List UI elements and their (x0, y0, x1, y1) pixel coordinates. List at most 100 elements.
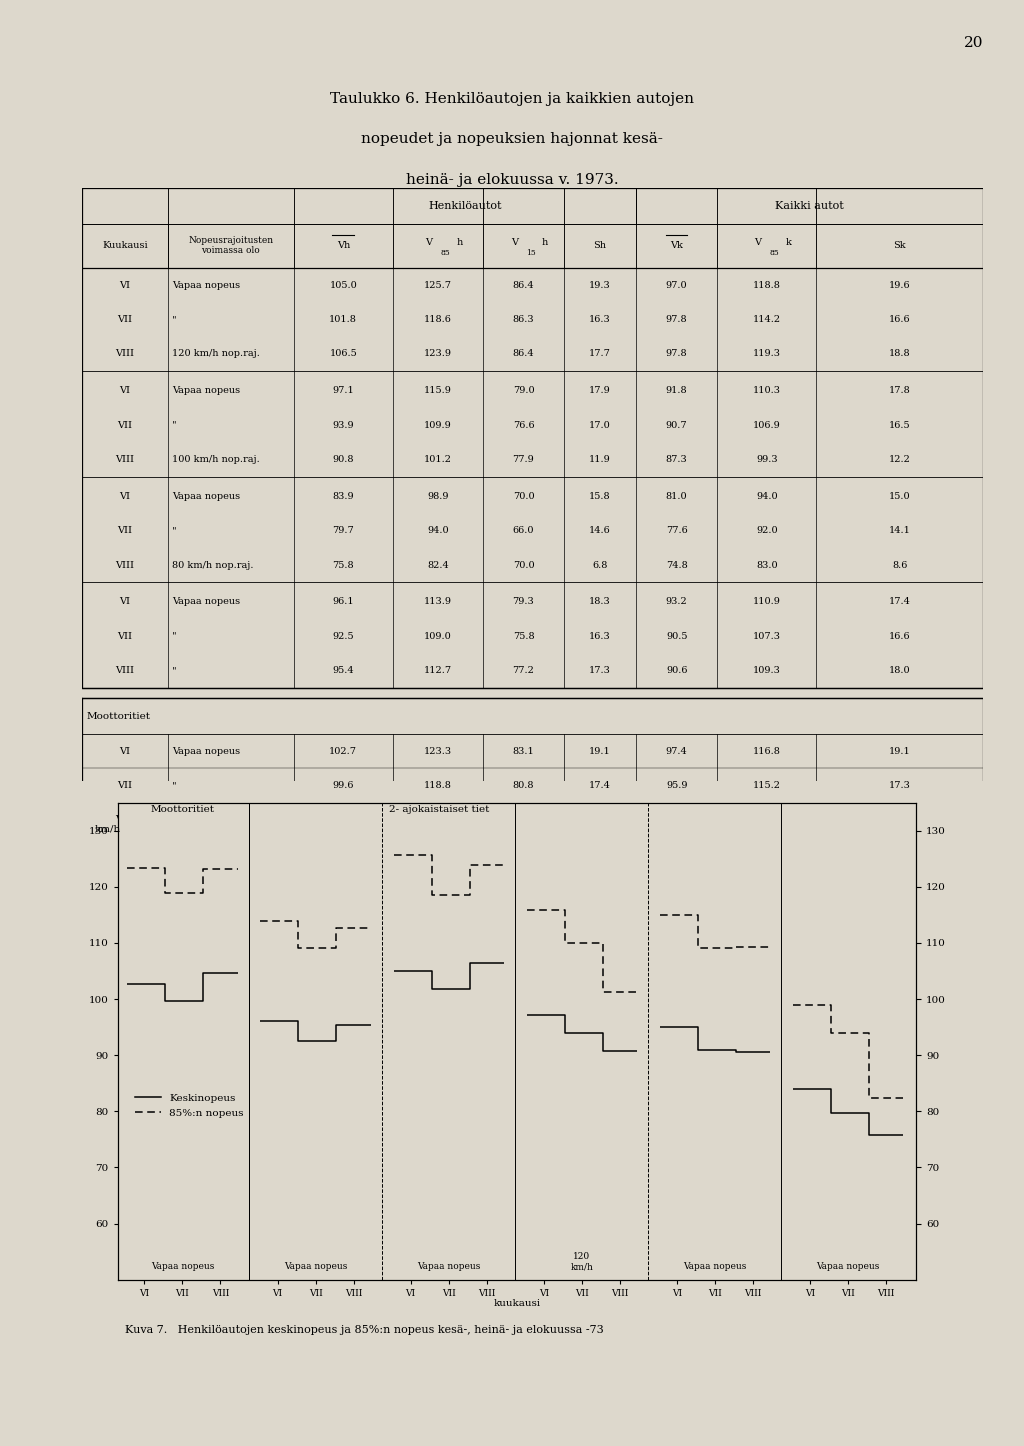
Text: 16.3: 16.3 (589, 315, 611, 324)
Text: VI: VI (119, 281, 130, 289)
Text: V: V (425, 239, 432, 247)
Text: VIII: VIII (116, 816, 134, 824)
Text: ": " (172, 526, 177, 535)
Text: 17.0: 17.0 (589, 421, 611, 429)
Text: 106.5: 106.5 (330, 350, 357, 359)
Text: Nopeusrajoitusten
voimassa olo: Nopeusrajoitusten voimassa olo (188, 236, 273, 256)
Text: 106.9: 106.9 (753, 421, 780, 429)
Text: VII: VII (117, 526, 132, 535)
Text: 19.6: 19.6 (889, 281, 910, 289)
Text: 16.5: 16.5 (889, 421, 910, 429)
Text: Vapaa nopeus: Vapaa nopeus (683, 1262, 746, 1271)
Text: 80 km/h nop.raj.: 80 km/h nop.raj. (172, 561, 254, 570)
Text: 77.2: 77.2 (513, 667, 535, 675)
Text: 82.4: 82.4 (427, 561, 449, 570)
Text: 95.9: 95.9 (666, 781, 687, 790)
Text: 76.6: 76.6 (513, 421, 535, 429)
Text: 16.3: 16.3 (589, 632, 611, 641)
Text: 94.0: 94.0 (427, 526, 449, 535)
Text: 75.8: 75.8 (333, 561, 354, 570)
Text: ": " (172, 667, 177, 675)
Text: 18.0: 18.0 (889, 667, 910, 675)
Text: 81.0: 81.0 (666, 492, 687, 500)
Text: 99.6: 99.6 (333, 781, 354, 790)
Text: VI: VI (119, 386, 130, 395)
Text: 90.8: 90.8 (333, 455, 354, 464)
Text: 90.7: 90.7 (666, 421, 687, 429)
Text: 101.8: 101.8 (330, 315, 357, 324)
Text: 17.3: 17.3 (589, 667, 611, 675)
Text: 109.0: 109.0 (424, 632, 452, 641)
Text: 97.8: 97.8 (666, 315, 687, 324)
Text: 17.4: 17.4 (589, 781, 611, 790)
Text: 2- ajokaistaiset tiet: 2- ajokaistaiset tiet (389, 805, 489, 814)
Text: 18.0: 18.0 (589, 816, 611, 824)
Text: 92.5: 92.5 (333, 632, 354, 641)
Text: VI: VI (119, 597, 130, 606)
Text: 97.1: 97.1 (333, 386, 354, 395)
Text: 17.4: 17.4 (889, 597, 910, 606)
Text: 17.9: 17.9 (589, 386, 611, 395)
Text: 75.8: 75.8 (513, 632, 535, 641)
Text: 86.4: 86.4 (513, 281, 535, 289)
Text: 11.9: 11.9 (589, 455, 611, 464)
Text: Vapaa nopeus: Vapaa nopeus (172, 492, 241, 500)
Text: 87.3: 87.3 (666, 455, 687, 464)
Text: 85: 85 (769, 249, 779, 257)
Text: 14.6: 14.6 (589, 526, 611, 535)
Text: 70.0: 70.0 (513, 492, 535, 500)
Text: Vapaa nopeus: Vapaa nopeus (172, 597, 241, 606)
Text: 123.2: 123.2 (424, 816, 452, 824)
Text: 115.9: 115.9 (424, 386, 452, 395)
Text: 113.9: 113.9 (424, 597, 452, 606)
Text: Kaikki autot: Kaikki autot (775, 201, 844, 211)
Text: heinä- ja elokuussa v. 1973.: heinä- ja elokuussa v. 1973. (406, 172, 618, 187)
Text: 93.2: 93.2 (666, 597, 687, 606)
Text: 8.6: 8.6 (892, 561, 907, 570)
Text: 98.9: 98.9 (427, 492, 449, 500)
Text: 99.3: 99.3 (756, 455, 777, 464)
Text: 90.5: 90.5 (666, 632, 687, 641)
Text: 19.1: 19.1 (889, 746, 910, 756)
Text: 15.0: 15.0 (889, 492, 910, 500)
Text: VI: VI (119, 492, 130, 500)
Text: Vh: Vh (337, 241, 350, 250)
Text: 123.3: 123.3 (424, 746, 452, 756)
Text: 14.1: 14.1 (889, 526, 910, 535)
Text: 83.0: 83.0 (756, 561, 777, 570)
Text: k: k (785, 239, 792, 247)
X-axis label: kuukausi: kuukausi (494, 1299, 541, 1309)
Text: 119.2: 119.2 (753, 816, 780, 824)
Text: 93.9: 93.9 (333, 421, 354, 429)
Text: 105.0: 105.0 (330, 281, 357, 289)
Text: 15.8: 15.8 (589, 492, 611, 500)
Text: ": " (172, 421, 177, 429)
Text: Vapaa nopeus: Vapaa nopeus (172, 386, 241, 395)
Text: Vapaa nopeus: Vapaa nopeus (417, 1262, 480, 1271)
Text: 123.9: 123.9 (424, 350, 452, 359)
Text: 110.3: 110.3 (753, 386, 780, 395)
Text: Moottoritiet: Moottoritiet (151, 805, 214, 814)
Text: 109.3: 109.3 (753, 667, 780, 675)
Text: 119.3: 119.3 (753, 350, 780, 359)
Text: Vk: Vk (671, 241, 683, 250)
Text: 86.3: 86.3 (513, 315, 535, 324)
Text: 91.8: 91.8 (666, 386, 687, 395)
Text: 77.9: 77.9 (513, 455, 535, 464)
Text: 83.1: 83.1 (513, 746, 535, 756)
Text: 118.8: 118.8 (424, 781, 452, 790)
Text: 16.6: 16.6 (889, 315, 910, 324)
Text: 100 km/h nop.raj.: 100 km/h nop.raj. (172, 455, 260, 464)
Text: 101.2: 101.2 (424, 455, 452, 464)
Text: 16.6: 16.6 (889, 632, 910, 641)
Text: VIII: VIII (116, 455, 134, 464)
Text: 97.0: 97.0 (666, 281, 687, 289)
Text: 19.1: 19.1 (589, 746, 611, 756)
Text: 125.7: 125.7 (424, 281, 452, 289)
Text: 19.3: 19.3 (589, 281, 611, 289)
Text: 79.3: 79.3 (513, 597, 535, 606)
Text: 79.0: 79.0 (513, 386, 535, 395)
Text: 96.1: 96.1 (333, 597, 354, 606)
Text: h: h (542, 239, 548, 247)
Text: Vapaa nopeus: Vapaa nopeus (172, 746, 241, 756)
